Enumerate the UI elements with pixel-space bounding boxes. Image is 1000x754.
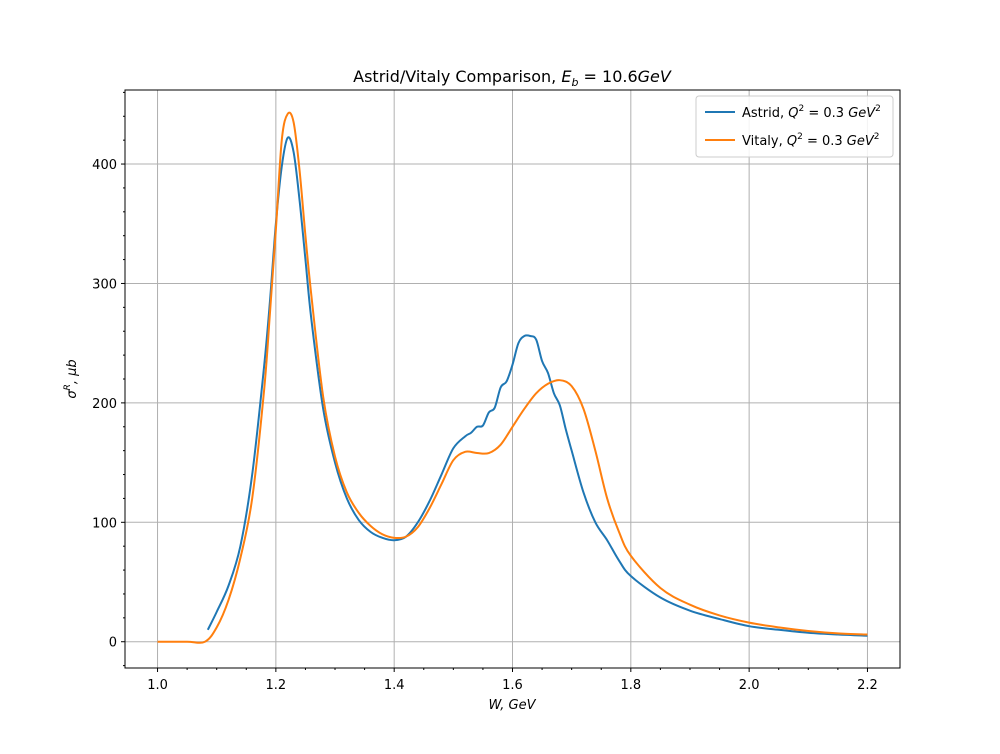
legend-astrid-q-exp: 2 — [798, 104, 804, 114]
legend-astrid-q: Q — [788, 106, 798, 121]
y-tick-label: 0 — [109, 636, 117, 651]
x-tick-label: 1.2 — [266, 678, 287, 693]
x-tick-label: 1.0 — [147, 678, 168, 693]
legend-label-astrid: Astrid, Q2 = 0.3 GeV2 — [742, 104, 881, 121]
x-axis-label: W, GeV — [488, 698, 536, 713]
title-energy-subscript: b — [571, 76, 578, 89]
x-tick-label: 2.2 — [857, 678, 878, 693]
legend-vitaly-q: Q — [787, 134, 797, 149]
title-energy-unit: GeV — [638, 67, 672, 86]
chart-title: Astrid/Vitaly Comparison, Eb = 10.6GeV — [353, 67, 672, 89]
series-layer — [157, 111, 868, 644]
title-energy-value: = 10.6 — [578, 67, 637, 86]
legend-vitaly-value: = 0.3 — [803, 134, 847, 149]
legend-label-vitaly: Vitaly, Q2 = 0.3 GeV2 — [742, 132, 880, 149]
title-energy-symbol: E — [561, 67, 572, 86]
y-axis-superscript: R — [63, 384, 73, 390]
legend-vitaly-name: Vitaly, — [742, 134, 787, 149]
legend-vitaly-unit-exp: 2 — [874, 132, 880, 142]
series-line-astrid — [206, 136, 868, 637]
legend: Astrid, Q2 = 0.3 GeV2 Vitaly, Q2 = 0.3 G… — [695, 95, 894, 158]
legend-box — [695, 95, 894, 158]
x-tick-label: 1.4 — [384, 678, 405, 693]
legend-astrid-name: Astrid, — [742, 106, 788, 121]
series-line-vitaly — [157, 111, 868, 644]
x-tick-label: 2.0 — [739, 678, 760, 693]
y-tick-label: 400 — [92, 158, 117, 173]
axis-ticks: 1.0 1.2 1.4 1.6 1.8 2.0 2.2 0 100 200 300 400 — [92, 91, 878, 693]
title-text: Astrid/Vitaly Comparison, — [353, 67, 561, 86]
y-axis-symbol: σ — [65, 390, 80, 399]
legend-astrid-value: = 0.3 — [804, 106, 848, 121]
x-tick-label: 1.6 — [502, 678, 523, 693]
y-axis-unit: , μb — [65, 359, 80, 384]
legend-astrid-unit: GeV — [848, 106, 876, 121]
y-tick-label: 300 — [92, 277, 117, 292]
legend-vitaly-q-exp: 2 — [797, 132, 803, 142]
legend-astrid-unit-exp: 2 — [875, 104, 881, 114]
y-tick-label: 100 — [92, 516, 117, 531]
y-axis-label: σR, μb — [63, 359, 80, 398]
y-tick-label: 200 — [92, 397, 117, 412]
grid — [125, 90, 900, 668]
legend-vitaly-unit: GeV — [847, 134, 875, 149]
x-tick-label: 1.8 — [620, 678, 641, 693]
